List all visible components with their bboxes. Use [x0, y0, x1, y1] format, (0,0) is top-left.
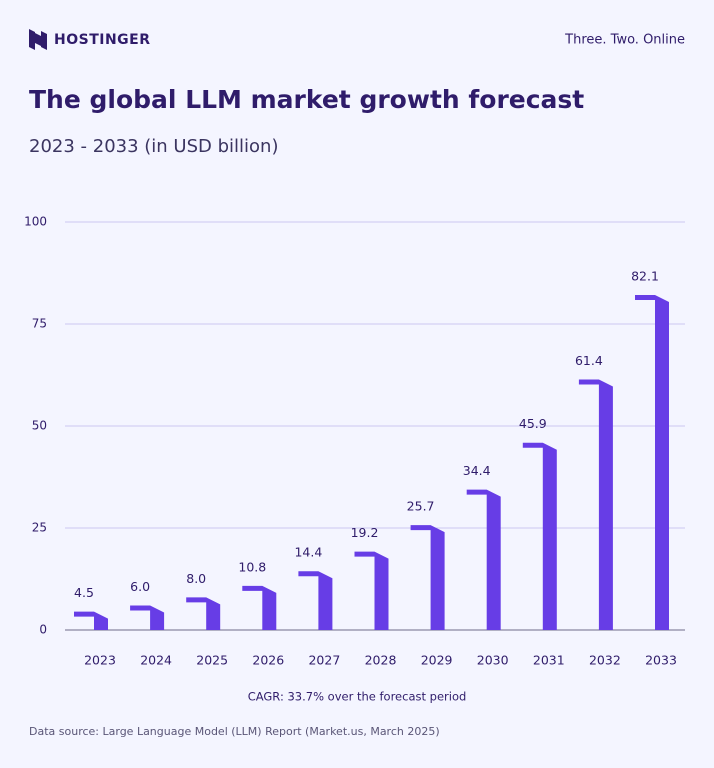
x-tick-label: 2033: [645, 653, 677, 668]
annotation: CAGR: 33.7% over the forecast period: [248, 690, 467, 704]
x-tick-label: 2026: [252, 653, 284, 668]
logo-icon: [29, 29, 47, 50]
bar: [242, 585, 277, 630]
source: Data source: Large Language Model (LLM) …: [29, 725, 440, 738]
bar: [130, 605, 165, 630]
x-tick-label: 2023: [84, 653, 116, 668]
bar: [74, 611, 108, 630]
bar: [298, 571, 333, 630]
x-tick-label: 2030: [477, 653, 509, 668]
value-label: 34.4: [463, 463, 491, 478]
x-tick-label: 2031: [533, 653, 565, 668]
y-tick-label: 25: [32, 521, 47, 535]
y-tick-label: 75: [32, 317, 47, 331]
brand: HOSTINGER: [54, 32, 151, 48]
value-label: 6.0: [130, 579, 150, 594]
y-tick-label: 0: [39, 623, 47, 637]
value-label: 45.9: [519, 416, 547, 431]
x-tick-label: 2029: [421, 653, 453, 668]
y-tick-label: 100: [24, 215, 47, 229]
bar: [578, 379, 613, 630]
value-label: 25.7: [407, 499, 435, 514]
tagline: Three. Two. Online: [564, 33, 685, 48]
value-label: 82.1: [631, 269, 659, 284]
value-label: 10.8: [238, 559, 266, 574]
bar: [410, 525, 445, 630]
x-tick-label: 2027: [308, 653, 340, 668]
x-tick-label: 2024: [140, 653, 172, 668]
x-tick-label: 2032: [589, 653, 621, 668]
value-label: 8.0: [186, 571, 206, 586]
chart-title: The global LLM market growth forecast: [29, 85, 584, 114]
bar: [635, 295, 669, 630]
value-label: 14.4: [294, 545, 322, 560]
y-tick-label: 50: [32, 419, 47, 433]
chart-subtitle: 2023 - 2033 (in USD billion): [29, 136, 279, 157]
x-tick-label: 2028: [365, 653, 397, 668]
value-label: 61.4: [575, 353, 603, 368]
x-tick-label: 2025: [196, 653, 228, 668]
bar: [186, 597, 221, 630]
value-label: 19.2: [351, 525, 379, 540]
value-label: 4.5: [74, 585, 94, 600]
bar: [522, 442, 557, 630]
bar: [354, 551, 389, 630]
bar: [466, 489, 501, 630]
